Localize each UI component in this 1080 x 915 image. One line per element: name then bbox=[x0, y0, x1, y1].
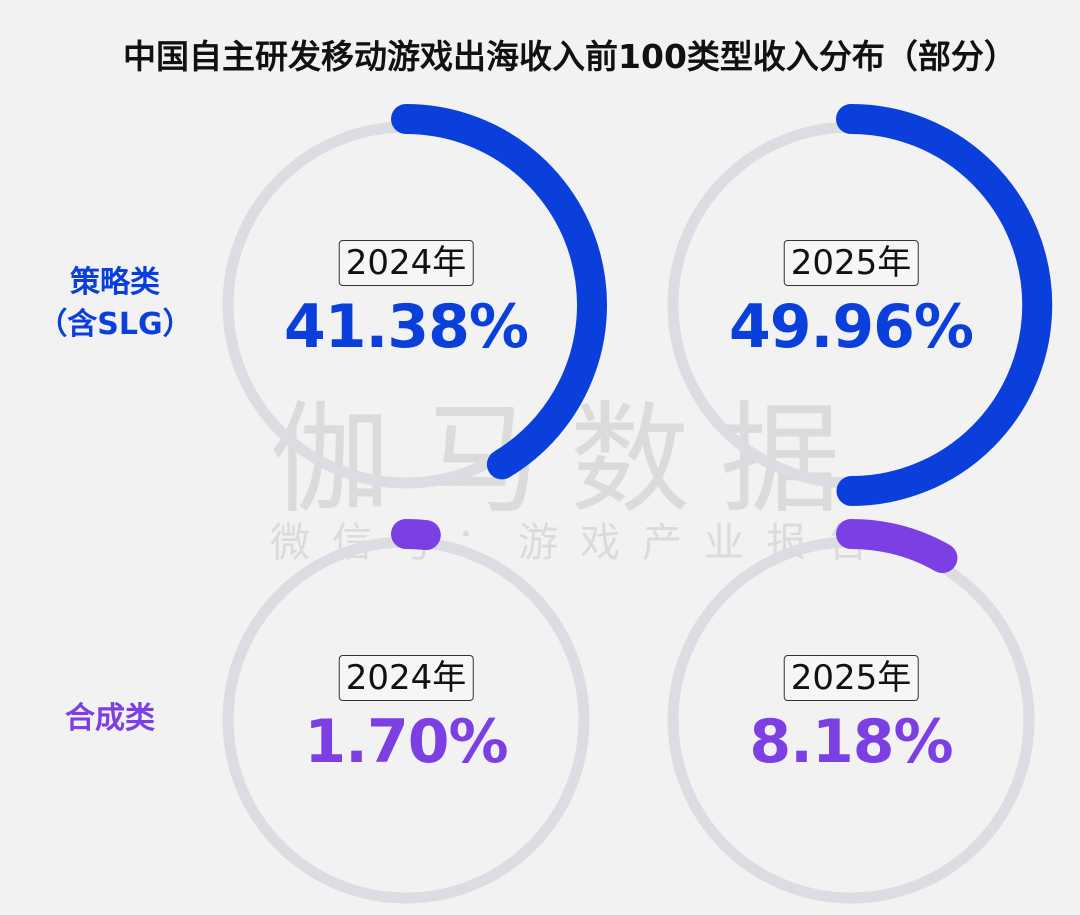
value-arc bbox=[391, 104, 607, 480]
row-label-merge: 合成类 bbox=[65, 701, 155, 736]
year-label: 2025年 bbox=[783, 240, 919, 286]
chart-title: 中国自主研发移动游戏出海收入前100类型收入分布（部分） bbox=[123, 37, 1017, 76]
year-label: 2024年 bbox=[338, 240, 474, 286]
value-label: 49.96% bbox=[729, 292, 974, 362]
row-label-strategy: 策略类 （含SLG） bbox=[37, 265, 193, 342]
year-label: 2025年 bbox=[783, 655, 919, 701]
value-arc bbox=[836, 519, 958, 574]
year-label: 2024年 bbox=[338, 655, 474, 701]
value-label: 41.38% bbox=[284, 292, 529, 362]
value-arc bbox=[836, 104, 1053, 506]
value-arc bbox=[391, 519, 441, 551]
value-label: 8.18% bbox=[749, 707, 953, 777]
value-label: 1.70% bbox=[304, 707, 508, 777]
